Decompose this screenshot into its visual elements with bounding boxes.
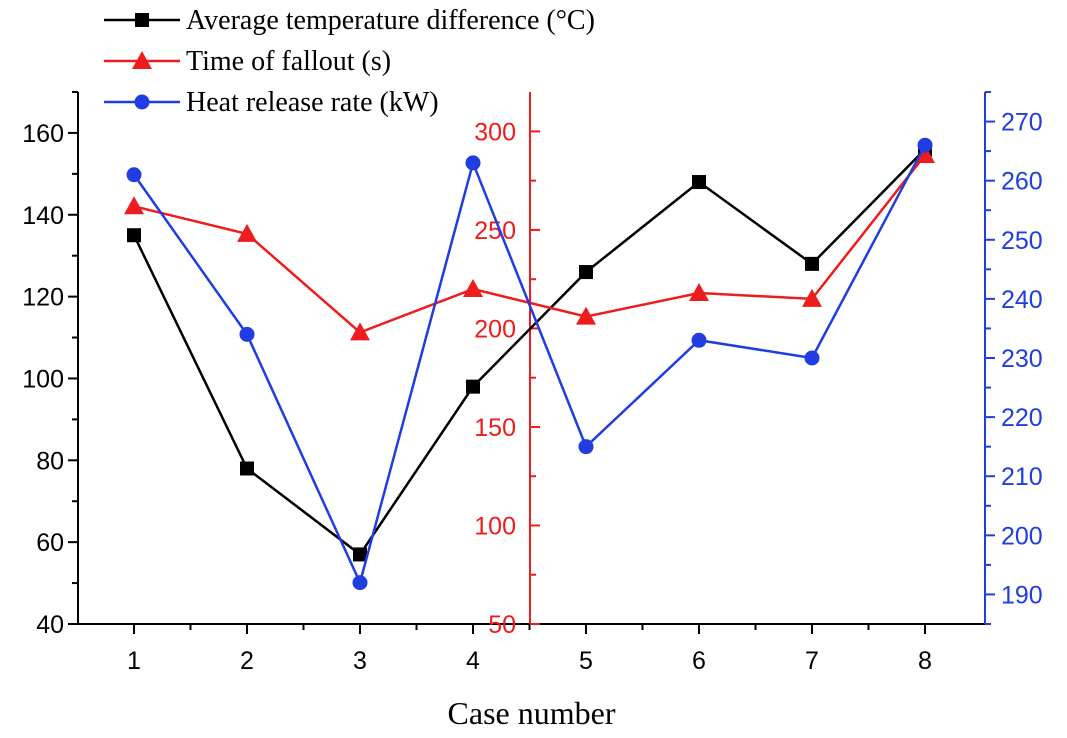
left-tick-label: 140 [22, 202, 64, 230]
x-tick-label: 2 [240, 647, 254, 675]
right-tick-label: 220 [1001, 404, 1043, 432]
right-tick-label: 210 [1001, 463, 1043, 491]
left-tick-label: 100 [22, 365, 64, 393]
data-point [804, 350, 820, 366]
data-point [352, 575, 368, 591]
x-tick-label: 4 [466, 647, 480, 675]
data-point [135, 13, 149, 27]
data-point [239, 326, 255, 342]
left-tick-label: 120 [22, 284, 64, 312]
middle-tick-label: 50 [488, 611, 516, 639]
right-tick-label: 230 [1001, 345, 1043, 373]
middle-tick-label: 300 [474, 118, 516, 146]
data-point [240, 461, 254, 476]
legend-label: Average temperature difference (°C) [186, 5, 595, 36]
data-point [578, 439, 594, 455]
x-tick-label: 6 [692, 647, 706, 675]
data-point [576, 306, 596, 325]
data-point [134, 94, 150, 110]
legend-label: Heat release rate (kW) [186, 87, 439, 118]
data-point [466, 379, 480, 394]
data-point [237, 223, 257, 242]
axes: 1 2 3 4 5 6 7 8 40 60 80 100 120 140 160 50 100 150 200 250… [22, 91, 1043, 675]
data-point [689, 282, 709, 301]
left-tick-label: 160 [22, 120, 64, 148]
data-point [917, 137, 933, 153]
x-tick-label: 5 [579, 647, 593, 675]
right-tick-label: 190 [1001, 581, 1043, 609]
data-point [132, 51, 152, 69]
right-tick-label: 270 [1001, 109, 1043, 137]
middle-tick-label: 100 [474, 512, 516, 540]
data-point [579, 265, 593, 280]
legend-item: Heat release rate (kW) [104, 87, 439, 118]
data-point [124, 196, 144, 215]
data-point [463, 279, 483, 298]
legend-item: Average temperature difference (°C) [104, 5, 595, 36]
x-tick-label: 7 [805, 647, 819, 675]
series-line [132, 144, 927, 587]
data-point [805, 256, 819, 271]
middle-tick-label: 150 [474, 414, 516, 442]
left-tick-label: 60 [36, 529, 64, 557]
x-tick-label: 8 [918, 647, 932, 675]
data-point [465, 155, 481, 171]
data-point [127, 228, 141, 243]
data-point [692, 175, 706, 190]
data-point [915, 145, 935, 164]
left-tick-label: 80 [36, 447, 64, 475]
left-tick-label: 40 [36, 611, 64, 639]
right-tick-label: 200 [1001, 522, 1043, 550]
data-point [802, 288, 822, 307]
x-tick-label: 3 [353, 647, 367, 675]
series-line [132, 148, 926, 557]
legend-label: Time of fallout (s) [186, 46, 391, 77]
legend-item: Time of fallout (s) [104, 46, 391, 77]
data-point [353, 547, 367, 562]
right-tick-label: 240 [1001, 286, 1043, 314]
data-point [691, 332, 707, 348]
middle-tick-label: 200 [474, 315, 516, 343]
data-point [350, 322, 370, 341]
right-tick-label: 250 [1001, 227, 1043, 255]
data-point [126, 167, 142, 183]
x-axis-title: Case number [448, 695, 616, 731]
legend: Average temperature difference (°C) Time … [104, 5, 595, 118]
x-tick-label: 1 [127, 647, 141, 675]
right-tick-label: 260 [1001, 168, 1043, 196]
series-layer [124, 137, 935, 591]
series-circle [126, 137, 933, 591]
